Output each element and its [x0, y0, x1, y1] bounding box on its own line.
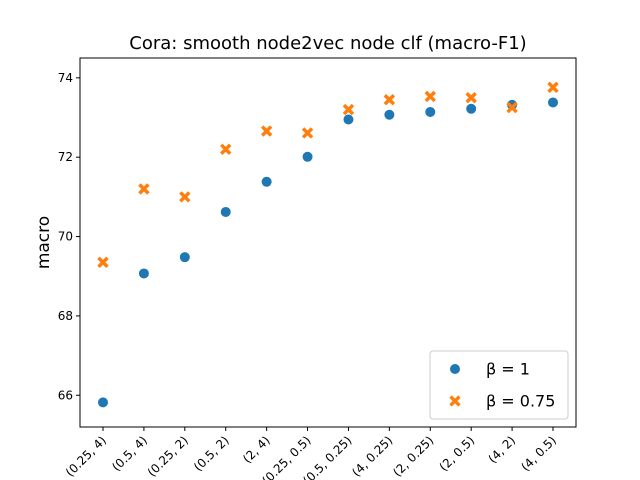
- legend-box: [429, 350, 569, 420]
- x-tick-label: (4, 2): [485, 433, 518, 466]
- chart-title: Cora: smooth node2vec node clf (macro-F1…: [129, 33, 526, 54]
- data-point-circle: [220, 206, 231, 217]
- data-point-x: [261, 125, 273, 137]
- data-point-x: [547, 81, 559, 93]
- data-point-x: [506, 102, 518, 114]
- y-tick-label: 72: [58, 150, 73, 164]
- x-tick-label: (4, 0.5): [518, 433, 559, 474]
- legend: β = 1 β = 0.75: [429, 350, 569, 420]
- data-point-x: [465, 92, 477, 104]
- data-point-circle: [98, 397, 108, 408]
- legend-marker-x: [449, 395, 461, 407]
- data-point-circle: [138, 268, 149, 279]
- x-tick-label: (0.5, 2): [191, 433, 232, 474]
- legend-marker-circle: [450, 364, 460, 374]
- x-tick-label: (0.25, 4): [63, 433, 109, 479]
- x-tick-label: (2, 0.5): [436, 433, 477, 474]
- data-point-circle: [261, 176, 272, 187]
- y-axis: 66 68 70 72 74: [58, 71, 80, 402]
- x-axis: (0.25, 4) (0.5, 4)(0.25, 2) (0.5, 2) (2, 4)…: [63, 427, 559, 480]
- data-point-circle: [466, 103, 477, 114]
- data-point-x: [179, 191, 191, 203]
- y-tick-label: 68: [58, 309, 73, 323]
- data-point-circle: [425, 106, 436, 117]
- data-point-x: [342, 104, 355, 116]
- data-point-x: [424, 90, 436, 103]
- x-tick-label: (4, 0.25): [349, 433, 395, 479]
- data-point-circle: [384, 109, 395, 120]
- data-point-x: [301, 127, 314, 139]
- x-tick-label: (0.25, 2): [145, 433, 191, 479]
- x-tick-label: (2, 4): [240, 433, 273, 466]
- axes-frame: [79, 57, 577, 428]
- data-point-circle: [302, 151, 313, 162]
- legend-label: β = 0.75: [486, 392, 555, 411]
- data-point-circle: [548, 97, 558, 108]
- y-tick-label: 74: [58, 71, 73, 85]
- data-point-x: [383, 94, 395, 106]
- y-tick-label: 66: [58, 388, 73, 402]
- x-tick-label: (0.5, 4): [109, 433, 150, 474]
- y-tick-label: 70: [58, 230, 73, 244]
- series-1-points: [97, 81, 559, 268]
- data-point-x: [97, 256, 109, 268]
- data-point-circle: [343, 114, 354, 125]
- data-point-x: [138, 183, 150, 195]
- data-markers: [97, 81, 559, 408]
- data-point-x: [220, 143, 232, 155]
- data-point-circle: [179, 252, 190, 263]
- series-0-points: [98, 97, 558, 408]
- x-tick-label: (2, 0.25): [390, 433, 436, 479]
- y-axis-label: macro: [34, 216, 54, 269]
- legend-label: β = 1: [486, 360, 530, 379]
